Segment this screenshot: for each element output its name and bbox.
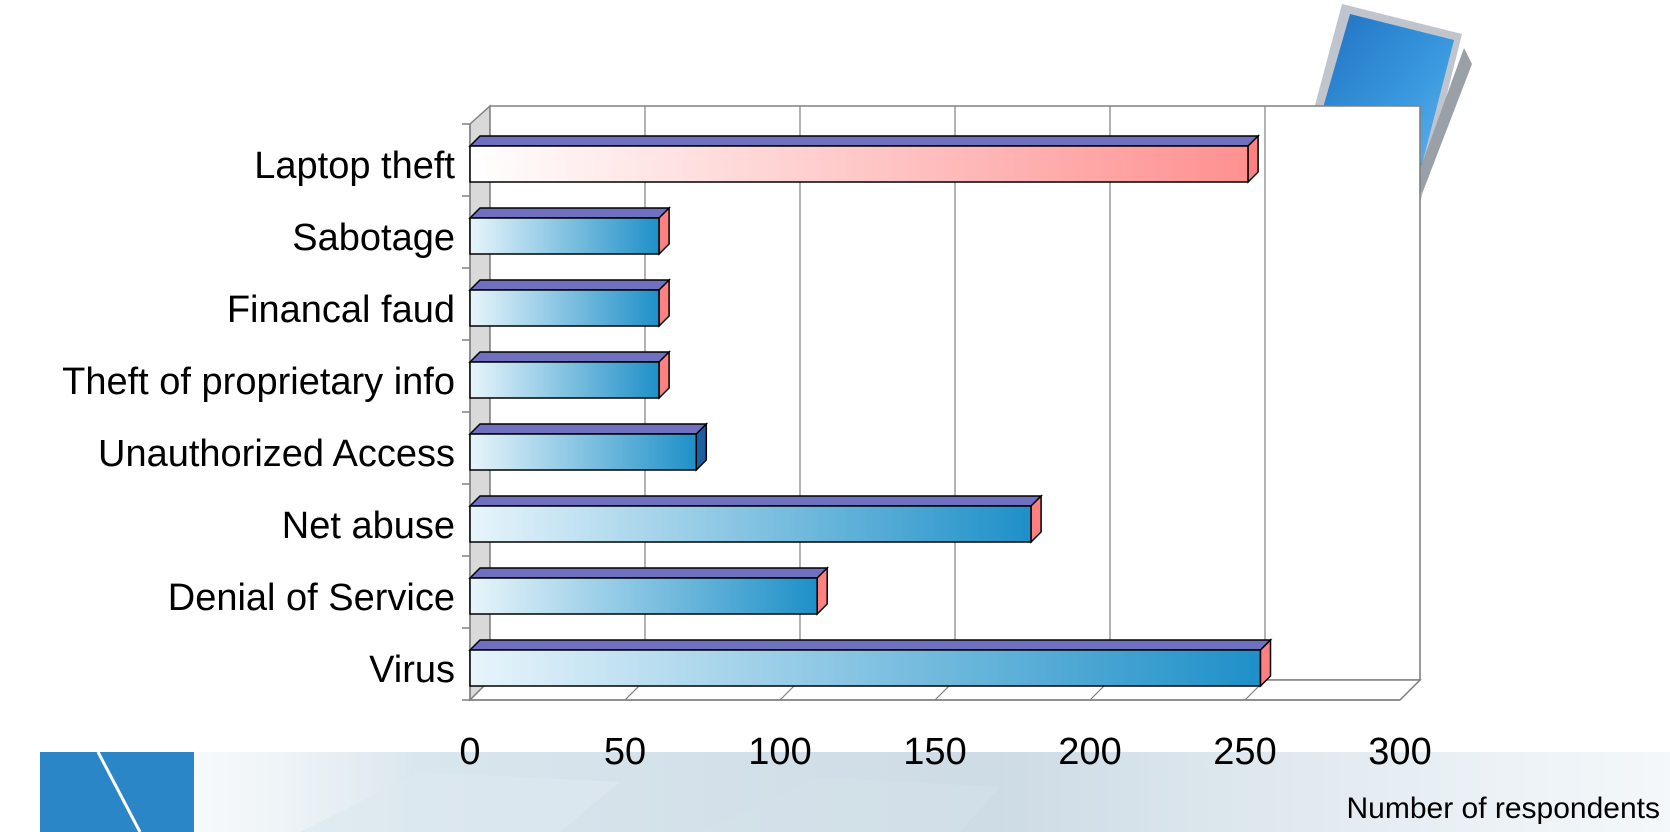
category-label: Denial of Service (168, 577, 455, 619)
x-tick-label: 250 (1213, 731, 1276, 773)
bars (468, 134, 1273, 688)
bar-front-face (469, 145, 1249, 183)
x-tick-label: 50 (604, 731, 646, 773)
x-tick-label: 150 (903, 731, 966, 773)
bar (468, 494, 1043, 544)
bar-front-face (469, 217, 660, 255)
bar-top-face (468, 567, 830, 579)
category-label: Theft of proprietary info (62, 361, 455, 403)
bar (468, 350, 671, 400)
bar (468, 278, 671, 328)
x-tick-label: 200 (1058, 731, 1121, 773)
bar-end-face (1259, 638, 1272, 688)
bar-end-face (658, 206, 670, 256)
bar (468, 638, 1273, 688)
bar-top-face (468, 207, 671, 219)
bar-end-face (658, 350, 670, 400)
x-tick-label: 100 (748, 731, 811, 773)
x-tick-label: 0 (459, 731, 480, 773)
bar-top-face (468, 423, 709, 435)
x-tick-labels: 0 50 100 150 200 250 300 (459, 731, 1431, 773)
x-tick-label: 300 (1368, 731, 1431, 773)
bar-top-face (468, 279, 671, 291)
bar-front-face (469, 433, 698, 471)
bar-top-face (468, 351, 671, 363)
bar-top-face (468, 135, 1260, 147)
bar-end-face (816, 566, 828, 616)
bar-top-face (468, 639, 1273, 651)
logo-icon (40, 752, 194, 832)
category-label: Sabotage (292, 217, 455, 259)
bar (468, 422, 709, 472)
footer-decoration (0, 752, 1670, 832)
floor-gridline (1399, 679, 1421, 701)
bar-front-face (469, 649, 1262, 687)
bar-front-face (469, 361, 660, 399)
category-label: Unauthorized Access (98, 433, 455, 475)
category-label: Laptop theft (254, 145, 455, 187)
bar-end-face (1247, 134, 1259, 184)
bar-end-face (658, 278, 670, 328)
bar-front-face (469, 577, 818, 615)
category-label: Virus (369, 649, 455, 691)
bar-front-face (469, 505, 1032, 543)
x-axis-title: Number of respondents (1346, 792, 1660, 825)
bar (468, 206, 671, 256)
bar-top-face (468, 495, 1043, 507)
bar (468, 566, 830, 616)
category-label: Financal faud (227, 289, 455, 331)
bar-end-face (1030, 494, 1042, 544)
category-labels: Virus Denial of Service Net abuse Unauthori… (62, 145, 455, 691)
category-label: Net abuse (282, 505, 455, 547)
bar-end-face (695, 422, 708, 472)
bar-front-face (469, 289, 660, 327)
bar (468, 134, 1260, 184)
